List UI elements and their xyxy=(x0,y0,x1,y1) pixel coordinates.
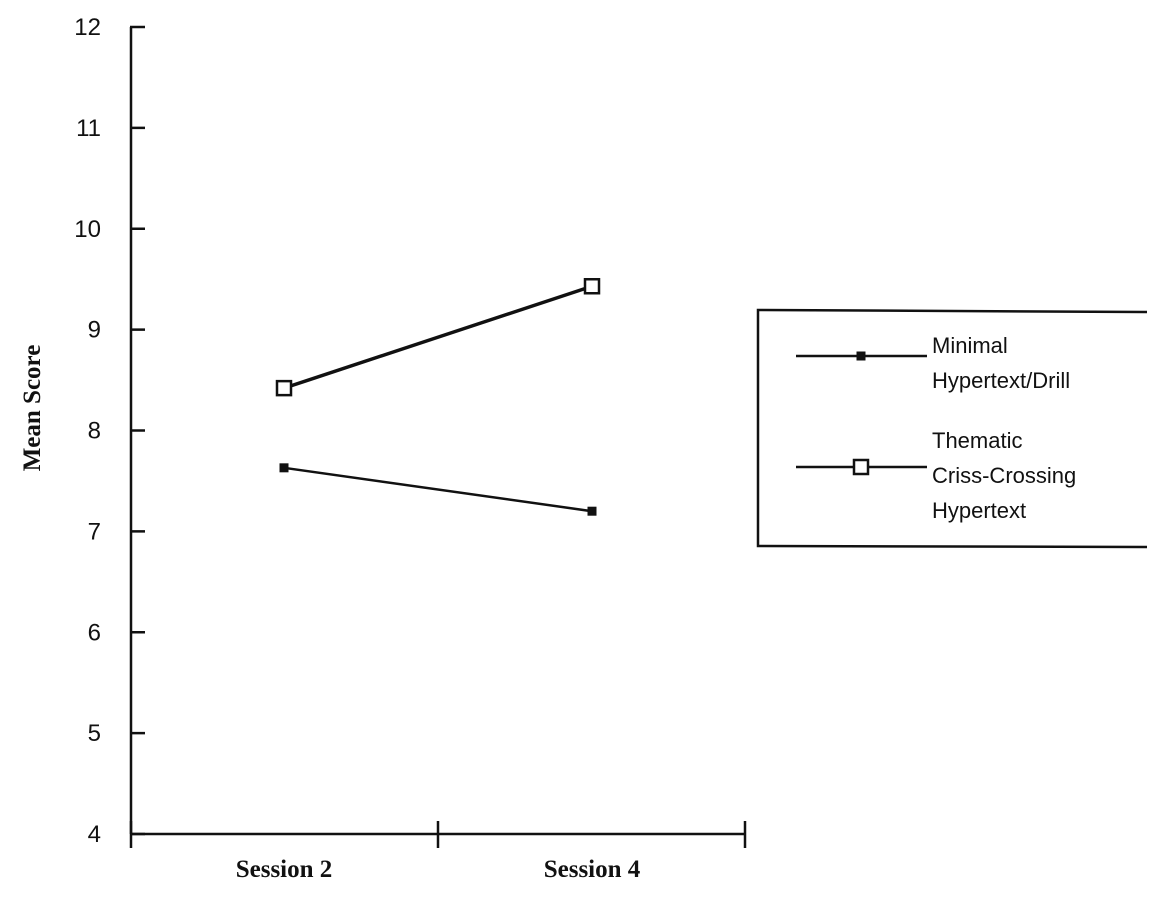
x-tick-label: Session 4 xyxy=(544,856,641,883)
legend-border xyxy=(756,308,1148,549)
y-tick-label: 4 xyxy=(88,821,101,848)
y-axis-title: Mean Score xyxy=(19,345,46,472)
legend-marker xyxy=(856,351,866,361)
legend: Minimal Hypertext/Drill Thematic Criss-Cros… xyxy=(756,308,1148,549)
legend-entry-1: Minimal Hypertext/Drill xyxy=(796,333,1070,393)
series-line xyxy=(283,466,593,513)
series-layer xyxy=(275,277,601,516)
legend-label: Minimal xyxy=(932,333,1008,358)
y-tick-label: 11 xyxy=(76,115,101,142)
legend-label: Thematic xyxy=(932,428,1022,453)
legend-marker xyxy=(852,458,870,476)
y-tick-label: 6 xyxy=(88,619,101,646)
data-point xyxy=(279,463,289,473)
y-tick-label: 8 xyxy=(88,418,101,445)
data-point xyxy=(587,506,597,516)
y-tick-label: 7 xyxy=(88,518,101,545)
legend-label: Hypertext/Drill xyxy=(932,368,1070,393)
series-2 xyxy=(275,277,601,397)
y-tick-label: 5 xyxy=(88,720,101,747)
series-line xyxy=(283,284,593,390)
y-tick-label: 12 xyxy=(74,14,101,41)
legend-label: Hypertext xyxy=(932,498,1026,523)
data-point xyxy=(583,277,601,295)
legend-label: Criss-Crossing xyxy=(932,463,1076,488)
y-axis: 4 5 6 7 8 9 10 11 12 xyxy=(74,14,145,848)
x-tick-label: Session 2 xyxy=(236,856,333,883)
legend-entry-2: Thematic Criss-Crossing Hypertext xyxy=(796,428,1076,523)
y-tick-label: 9 xyxy=(88,317,101,344)
x-axis: Session 2 Session 4 xyxy=(129,821,747,883)
data-point xyxy=(275,379,293,397)
series-1 xyxy=(279,463,597,516)
y-tick-label: 10 xyxy=(74,216,101,243)
